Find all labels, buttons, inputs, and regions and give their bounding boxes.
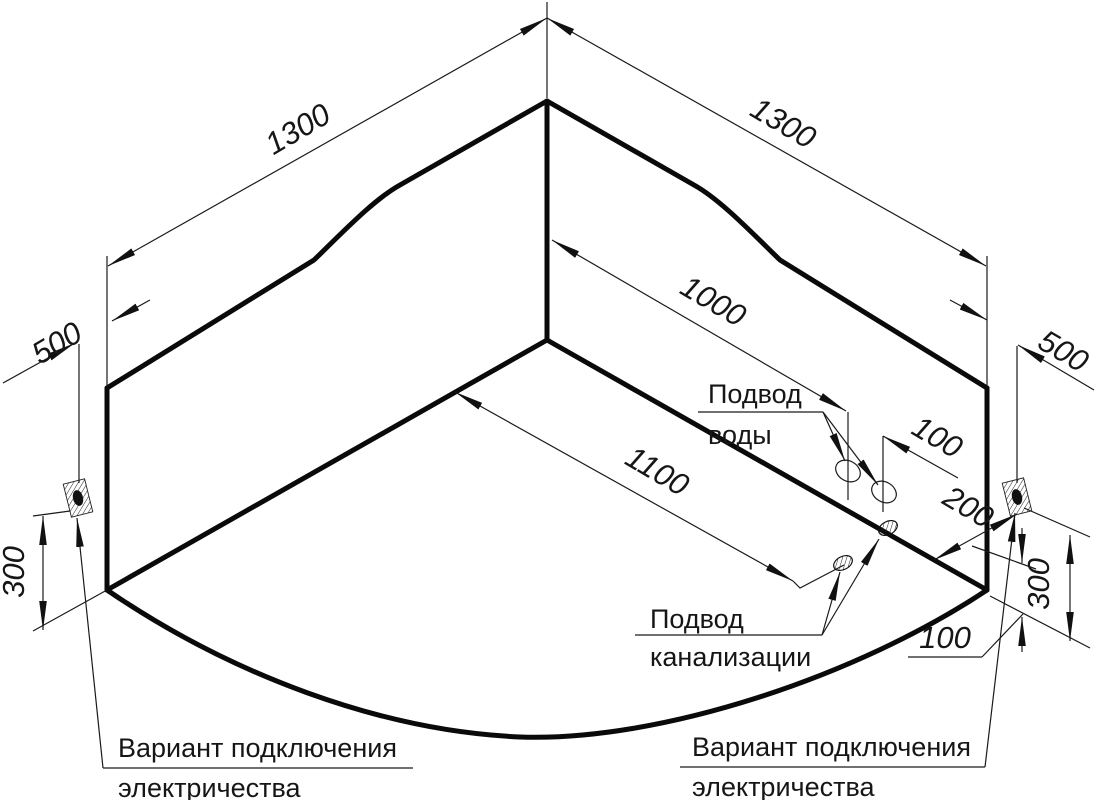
sewage-point-2 — [833, 554, 853, 572]
floor-left-edge — [104, 337, 550, 593]
dim-300-left-label: 300 — [0, 546, 31, 598]
extension-lines — [32, 2, 1091, 649]
drain-leader-1 — [821, 571, 841, 636]
dim-1100-label: 1100 — [620, 439, 695, 503]
rim-right-edge — [544, 98, 990, 391]
floor-right-edge — [544, 337, 990, 593]
bathtub-outline — [104, 98, 990, 740]
dim-200-line — [933, 513, 1018, 561]
dim-100-bottom-right-label: 100 — [919, 620, 971, 655]
electrical-label-right-line2: электричества — [692, 772, 876, 800]
elec-right-leader — [984, 512, 1016, 768]
dim-1300-left-label: 1300 — [259, 96, 336, 161]
dim-200-label: 200 — [936, 478, 999, 535]
rim-left-edge — [104, 98, 550, 391]
dim-500-right-line — [1017, 344, 1095, 391]
dimension-lines — [2, 17, 1095, 652]
elec-right-300-top-ext — [1023, 507, 1091, 538]
electrical-outlet-right — [1001, 477, 1033, 517]
leader-lines — [76, 411, 1024, 769]
dim-500-right-label: 500 — [1032, 323, 1094, 379]
dim-500-left-line — [2, 342, 76, 384]
dim-1300-left-line — [107, 17, 548, 267]
electrical-label-right-line1: Вариант подключения — [692, 732, 971, 762]
water-supply-point-1 — [835, 459, 861, 483]
text-labels: Подвод воды Подвод канализации Вариант п… — [118, 379, 971, 800]
elec-left-leader — [76, 517, 104, 769]
water-supply-label-line1: Подвод — [708, 379, 802, 409]
dim-100-water-label: 100 — [906, 409, 968, 465]
electrical-outlet-left — [62, 478, 94, 518]
front-arc-edge — [104, 587, 990, 740]
drain-leader-2 — [821, 538, 880, 636]
sewage-label-line1: Подвод — [650, 604, 744, 634]
dim-300-right-label: 300 — [1021, 558, 1056, 610]
dim-100-water-line — [882, 435, 959, 479]
electrical-label-left-line1: Вариант подключения — [118, 733, 397, 763]
dim-100br-leader — [981, 613, 1024, 658]
sewage-label-line2: канализации — [650, 642, 811, 672]
water-supply-label-line2: воды — [708, 420, 772, 450]
water-supply-point-2 — [871, 480, 897, 504]
water-leader-1 — [822, 411, 846, 462]
dim-1300-right-label: 1300 — [745, 90, 822, 155]
water-leader-2 — [822, 411, 879, 486]
dim-1000-label: 1000 — [675, 268, 752, 333]
sewage-point-1 — [878, 519, 898, 537]
elec-left-300-bottom-ext — [32, 589, 108, 632]
dim-500-right-tail-arrow — [949, 299, 988, 321]
electrical-label-left-line2: электричества — [118, 773, 302, 800]
dim-1100-line — [454, 391, 794, 582]
connection-symbols — [62, 459, 1033, 572]
dim-500-left-tail-arrow — [111, 299, 151, 322]
dim-1000-line — [551, 239, 847, 412]
dim-1300-right-line — [546, 17, 987, 267]
elec-left-300-top-ext — [32, 510, 71, 517]
